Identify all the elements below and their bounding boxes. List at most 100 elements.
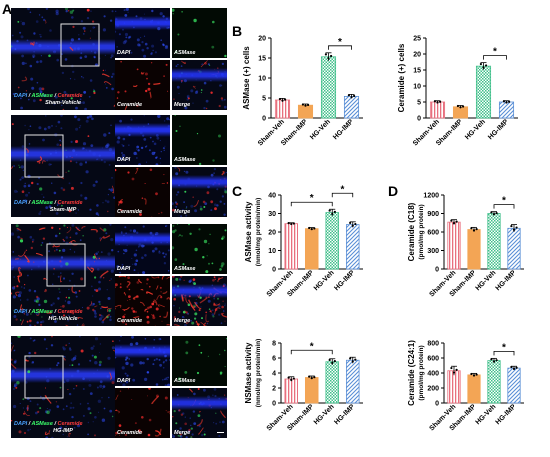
data-point (452, 371, 456, 374)
bar-sham-imp (304, 228, 319, 270)
legend-part-asmase: ASMase (31, 93, 53, 99)
channel-legend: DAPI / ASMase / Ceramide (14, 309, 83, 316)
y-tick-label: 20 (268, 230, 276, 237)
x-tick-label: HG-IMP (487, 118, 510, 141)
y-tick-label: 40 (268, 193, 276, 200)
inset-box (46, 243, 86, 287)
x-tick-label: HG-IMP (333, 403, 356, 426)
significance-star: * (502, 342, 506, 353)
y-tick-label: 800 (427, 341, 439, 348)
significance-bracket (493, 204, 515, 209)
legend-part-dapi: DAPI (14, 200, 28, 206)
channel-legend: DAPI / ASMase / Ceramide (14, 93, 83, 100)
bar-sham-imp (467, 374, 481, 404)
legend-part-ceramide: Ceramide (57, 93, 83, 99)
legend-part-sep: / (27, 93, 32, 99)
legend-part-ceramide: Ceramide (57, 421, 83, 427)
data-point (307, 103, 310, 107)
legend-part-dapi: DAPI (14, 309, 28, 315)
bar-sham-imp (467, 229, 481, 270)
data-point (470, 227, 473, 230)
y-axis-label: Ceramide (C18) (407, 202, 416, 261)
x-tick-label: HG-IMP (333, 269, 356, 292)
micrograph-merge-sham-vehicle: Merge (172, 60, 227, 110)
bar-sham-veh (447, 221, 461, 270)
y-tick-label: 20 (413, 52, 421, 59)
channel-label-merge: Merge (174, 209, 191, 215)
data-point (472, 374, 476, 377)
x-tick-label: HG-IMP (332, 118, 355, 141)
x-tick-label: HG-Veh (309, 118, 332, 141)
y-tick-label: 0 (272, 401, 276, 408)
channel-label-dapi: DAPI (117, 50, 131, 56)
dapi-band (115, 123, 170, 137)
y-tick-label: 8 (272, 341, 276, 348)
y-tick-label: 20 (258, 36, 266, 43)
legend-part-sep: / (27, 309, 32, 315)
data-point (292, 377, 295, 380)
data-point (450, 219, 453, 222)
bar-hg-imp (343, 96, 360, 119)
significance-bracket (290, 201, 333, 207)
data-point (290, 222, 293, 226)
legend-part-asmase: ASMase (31, 200, 53, 206)
data-point (287, 376, 290, 379)
x-tick-label: HG-IMP (495, 269, 518, 292)
significance-star: * (338, 37, 342, 48)
y-tick-label: 600 (427, 356, 439, 363)
micrograph-merge-large-sham-vehicle: DAPI / ASMase / Ceramide Sham-Vehicle (11, 8, 115, 110)
y-tick-label: 10 (413, 84, 421, 91)
y-tick-label: 600 (427, 230, 439, 237)
data-point (515, 226, 518, 229)
data-point (510, 365, 513, 369)
data-point (470, 372, 473, 376)
channel-label-asmase: ASMase (174, 157, 196, 163)
data-point (330, 54, 333, 58)
legend-part-sep: / (52, 309, 58, 315)
y-tick-label: 300 (427, 248, 439, 255)
channel-label-dapi: DAPI (117, 378, 131, 384)
y-tick-label: 30 (268, 211, 276, 218)
data-point (351, 224, 354, 227)
dapi-band (115, 344, 170, 358)
y-tick-label: 0 (262, 116, 266, 123)
y-tick-label: 0 (435, 267, 439, 274)
data-point (490, 211, 493, 214)
bar-sham-imp (304, 377, 319, 404)
inset-box (60, 23, 100, 67)
legend-part-sep: / (27, 200, 32, 206)
y-tick-label: 200 (427, 386, 439, 393)
panel-label-c: C (232, 183, 243, 199)
y-axis-label-unit: (nmol/mg protein/min) (255, 339, 262, 408)
channel-label-merge: Merge (174, 318, 191, 324)
micrograph-ceramide-hg-imp: Ceramide (115, 388, 170, 438)
y-tick-label: 15 (413, 68, 421, 75)
micrograph-merge-large-hg-imp: DAPI / ASMase / Ceramide HG-IMP (11, 336, 115, 438)
dapi-band (11, 254, 115, 271)
significance-star: * (310, 193, 314, 204)
y-tick-label: 4 (272, 371, 276, 378)
data-point (347, 94, 350, 97)
y-axis-label-unit: (pmol/mg protein) (418, 345, 425, 400)
micrograph-asmase-hg-vehicle: ASMase (172, 224, 227, 274)
data-point (331, 212, 334, 216)
data-point (492, 360, 496, 363)
dapi-band (172, 396, 227, 410)
y-tick-label: 10 (268, 248, 276, 255)
data-point (450, 366, 453, 370)
data-point (452, 222, 456, 225)
inset-box (24, 134, 64, 178)
bar-sham-veh (284, 378, 299, 404)
group-label-sham-vehicle: Sham-Vehicle (45, 100, 81, 106)
data-point (290, 378, 293, 381)
bar-hg-veh (325, 361, 340, 404)
channel-label-asmase: ASMase (174, 50, 196, 56)
data-point (313, 227, 316, 230)
micrograph-merge-large-hg-vehicle: DAPI / ASMase / Ceramide HG-Vehicle (11, 224, 115, 326)
scale-bar (217, 431, 224, 433)
x-tick-label: HG-Veh (464, 118, 487, 141)
channel-label-merge: Merge (174, 430, 191, 436)
data-point (313, 376, 316, 379)
data-point (349, 221, 352, 225)
